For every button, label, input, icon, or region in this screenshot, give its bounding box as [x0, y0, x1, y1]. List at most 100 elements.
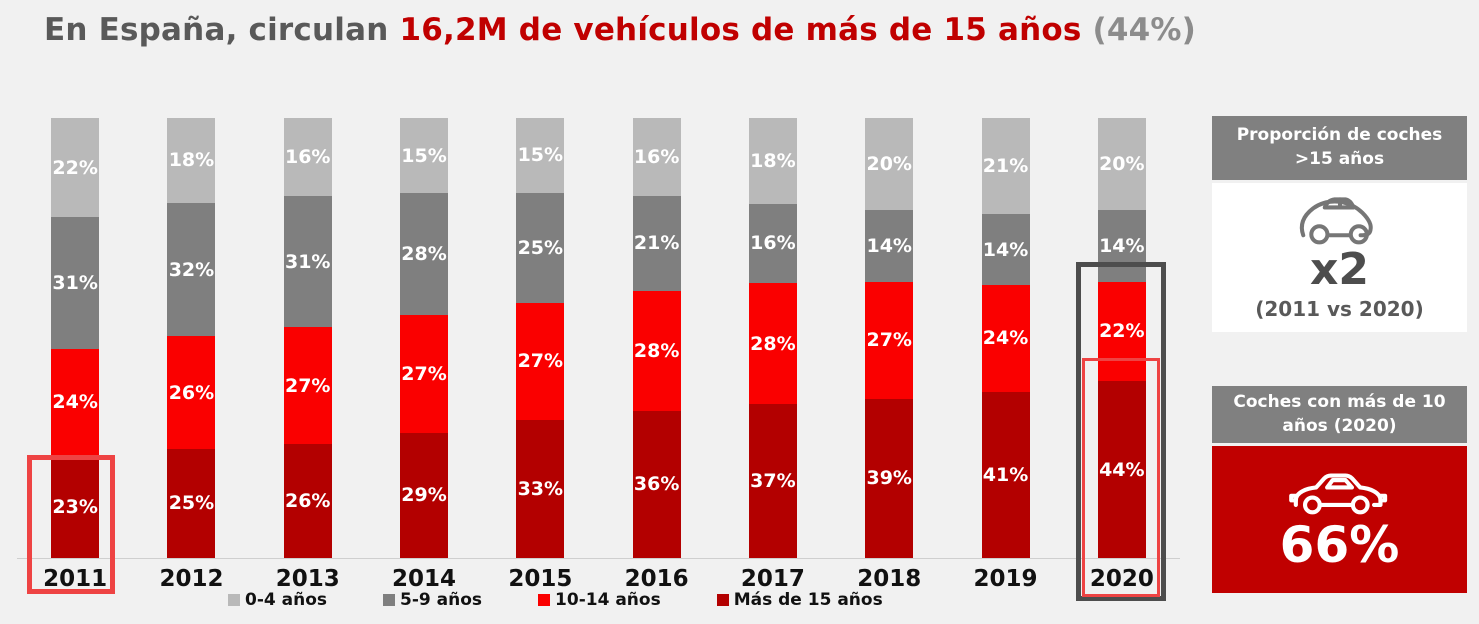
bar-segment: 24% [51, 348, 100, 456]
bar-segment: 21% [981, 118, 1030, 214]
bar-segment-label: 41% [982, 463, 1029, 486]
legend-item: Más de 15 años [716, 590, 883, 610]
multiplier-caption: (2011 vs 2020) [1255, 297, 1424, 321]
bar-segment: 28% [400, 193, 449, 315]
panel-over10-body: 66% [1212, 446, 1467, 593]
panel-over10-header-label: Coches con más de 10 años (2020) [1233, 391, 1446, 436]
bar-segment-label: 20% [866, 153, 912, 176]
stacked-bar-2014: 15% 28% 27% 29% [400, 118, 449, 558]
legend-item: 0-4 años [228, 590, 327, 610]
x-axis-label-2013: 2013 [275, 566, 340, 592]
stacked-bar-2018: 20% 14% 27% 39% [865, 118, 914, 559]
stacked-bar-chart: 22% 31% 24% 23% 18% 32% 26% 25% 16% 31% 27% 26% 15% 2… [17, 118, 1180, 592]
x-axis-label-2015: 2015 [508, 566, 573, 592]
multiplier-value: x2 [1310, 244, 1369, 295]
legend-item: 10-14 años [538, 590, 661, 610]
stacked-bar-2011: 22% 31% 24% 23% [51, 118, 100, 558]
bar-segment: 36% [632, 410, 681, 558]
bar-segment-label: 25% [517, 236, 564, 259]
bar-segment: 25% [516, 192, 565, 303]
x-axis-label-2020: 2020 [1089, 566, 1154, 592]
bar-segment-label: 28% [401, 243, 447, 266]
bar-segment-label: 15% [517, 144, 564, 167]
stacked-bar-2019: 21% 14% 24% 41% [981, 118, 1030, 558]
x-axis-label-2011: 2011 [43, 566, 108, 592]
bar-group-2020: 20% 14% 22% 44% [1064, 118, 1180, 558]
bar-segment-label: 16% [750, 232, 796, 255]
bar-segment-label: 44% [1099, 458, 1145, 481]
x-axis-label-2019: 2019 [973, 566, 1038, 592]
bar-segment: 27% [400, 314, 449, 433]
bar-group-2015: 15% 25% 27% 33% [482, 118, 598, 558]
bar-segment: 16% [748, 204, 797, 283]
bar-segment: 20% [865, 118, 914, 211]
bar-segment: 44% [1097, 381, 1146, 558]
bar-segment: 25% [167, 448, 216, 558]
bar-segment-label: 32% [168, 258, 215, 281]
stacked-bar-2012: 18% 32% 26% 25% [167, 118, 216, 558]
bar-segment: 16% [632, 118, 681, 196]
legend-label: 5-9 años [400, 590, 483, 610]
car-icon [1288, 472, 1387, 514]
bar-segment: 28% [748, 282, 797, 405]
highlight-box-2020-red [1082, 358, 1160, 597]
bar-segment-label: 27% [866, 329, 912, 352]
bar-segment-label: 26% [168, 381, 215, 404]
bar-segment: 33% [516, 419, 565, 558]
bar-segment: 27% [516, 302, 565, 420]
bar-segment: 28% [632, 290, 681, 411]
bar-segment-label: 24% [52, 390, 98, 413]
panel-proportion-body: x2 (2011 vs 2020) [1212, 183, 1467, 332]
bar-segment-label: 14% [1099, 235, 1145, 258]
bar-segment: 32% [167, 202, 216, 337]
bar-segment: 15% [400, 118, 449, 194]
bar-segment: 27% [283, 327, 332, 445]
highlight-box-2020-dark [1076, 262, 1166, 601]
legend-label: 0-4 años [245, 590, 328, 610]
bar-segment: 37% [748, 404, 797, 559]
stacked-bar-2013: 16% 31% 27% 26% [283, 118, 332, 558]
bar-segment-label: 21% [982, 154, 1029, 177]
bar-segment: 18% [167, 118, 216, 203]
bar-group-2013: 16% 31% 27% 26% [250, 118, 366, 558]
bar-segment: 31% [51, 217, 100, 349]
bar-segment-label: 26% [284, 490, 331, 513]
x-axis-label-2016: 2016 [624, 566, 689, 592]
bar-segment: 24% [981, 285, 1030, 392]
bar-segment-label: 31% [284, 250, 331, 273]
bar-segment: 20% [1097, 118, 1146, 211]
bar-segment-label: 14% [866, 235, 912, 258]
bar-segment-label: 27% [284, 374, 331, 397]
x-axis-line [17, 558, 1180, 559]
x-axis-label-2014: 2014 [392, 566, 457, 592]
legend-label: 10-14 años [555, 590, 661, 610]
bar-segment: 39% [865, 398, 914, 559]
legend-swatch [383, 594, 396, 606]
page-title: En España, circulan 16,2M de vehículos d… [44, 12, 1196, 48]
title-segment-red: 16,2M de vehículos de más de 15 años [399, 12, 1082, 48]
bar-segment-label: 22% [52, 156, 98, 179]
bar-segment: 26% [167, 336, 216, 449]
bar-segment-label: 25% [168, 492, 215, 515]
bar-segment-label: 15% [401, 144, 447, 167]
panel-proportion-header: Proporción de coches >15 años [1212, 116, 1467, 180]
title-segment-gray: (44%) [1081, 12, 1197, 48]
legend-swatch [538, 594, 551, 606]
bar-segment: 31% [283, 196, 332, 328]
highlight-box-2011 [27, 455, 115, 594]
bar-group-2017: 18% 16% 28% 37% [715, 118, 831, 559]
bar-segment: 23% [51, 455, 100, 558]
bar-segment-label: 18% [750, 150, 796, 172]
bar-group-2016: 16% 21% 28% 36% [598, 118, 714, 558]
bar-segment-label: 31% [52, 272, 98, 294]
bar-segment-label: 21% [633, 232, 680, 255]
chart-legend: 0-4 años 5-9 años 10-14 años Más de 15 años [228, 590, 883, 610]
bar-segment-label: 29% [401, 484, 447, 507]
bar-segment-label: 36% [633, 473, 680, 496]
bar-segment-label: 18% [168, 149, 215, 172]
bar-group-2012: 18% 32% 26% 25% [133, 118, 249, 558]
bar-group-2019: 21% 14% 24% 41% [947, 118, 1063, 558]
car-icon [1299, 197, 1373, 245]
legend-swatch [228, 594, 240, 606]
bar-segment-label: 27% [517, 350, 564, 373]
